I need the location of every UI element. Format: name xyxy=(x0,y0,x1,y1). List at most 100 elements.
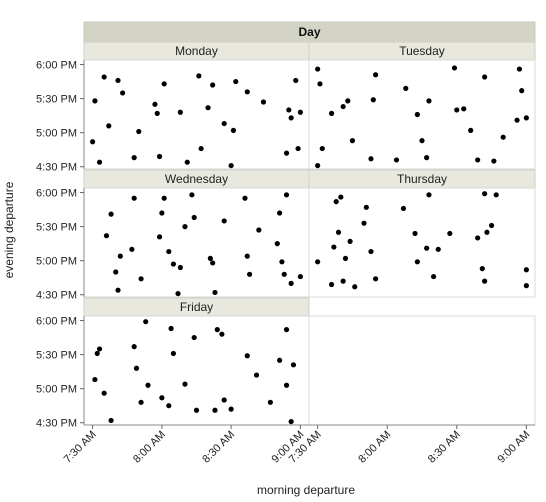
data-point xyxy=(133,365,140,371)
panel-title-friday: Friday xyxy=(180,300,213,314)
data-point xyxy=(484,229,490,235)
data-point xyxy=(90,139,96,145)
data-point xyxy=(288,418,294,425)
data-point xyxy=(207,255,213,261)
data-point xyxy=(182,224,188,230)
data-point xyxy=(246,271,253,277)
data-point xyxy=(221,397,227,403)
data-point xyxy=(108,211,114,217)
data-point xyxy=(96,346,103,352)
data-point xyxy=(283,327,290,333)
data-point xyxy=(523,115,529,121)
data-point xyxy=(315,66,321,72)
data-point xyxy=(447,230,453,237)
data-point xyxy=(288,280,294,286)
data-point xyxy=(414,111,420,118)
data-point xyxy=(370,97,376,103)
data-point xyxy=(175,290,181,297)
data-point xyxy=(283,150,290,156)
data-point xyxy=(166,248,172,255)
panel-frame-thursday xyxy=(308,187,536,298)
panel-title-monday: Monday xyxy=(175,44,218,58)
data-point xyxy=(113,269,119,275)
data-point xyxy=(454,107,460,113)
data-point xyxy=(191,334,197,341)
data-point xyxy=(283,192,290,198)
series-wednesday xyxy=(103,192,303,297)
data-point xyxy=(161,195,167,201)
data-point xyxy=(196,73,202,79)
data-point xyxy=(108,417,114,424)
series-thursday xyxy=(315,191,529,290)
y-tick-label: 5:30 PM xyxy=(36,222,77,234)
data-point xyxy=(253,372,260,378)
y-tick-label: 5:00 PM xyxy=(36,256,77,268)
data-point xyxy=(331,244,337,250)
data-point xyxy=(426,192,432,198)
data-point xyxy=(293,77,299,84)
data-point xyxy=(156,153,163,160)
data-point xyxy=(184,159,190,165)
data-point xyxy=(479,266,485,272)
data-point xyxy=(92,98,98,104)
data-point xyxy=(424,155,430,161)
data-point xyxy=(493,192,499,198)
data-point xyxy=(177,109,183,115)
data-point xyxy=(131,344,137,350)
data-point xyxy=(373,72,379,78)
data-point xyxy=(400,205,407,212)
data-point xyxy=(345,98,351,104)
data-point xyxy=(347,238,353,244)
data-point xyxy=(221,218,227,224)
data-point xyxy=(338,194,344,200)
data-point xyxy=(319,145,325,152)
data-point xyxy=(94,350,100,357)
panel-title-wednesday: Wednesday xyxy=(165,172,228,186)
data-point xyxy=(210,260,216,266)
data-point xyxy=(115,77,121,84)
data-point xyxy=(221,120,227,127)
data-point xyxy=(136,128,142,135)
y-tick-label: 4:30 PM xyxy=(36,290,77,302)
data-point xyxy=(500,134,506,140)
data-point xyxy=(228,406,234,412)
data-point xyxy=(129,246,135,252)
data-point xyxy=(210,82,216,88)
data-point xyxy=(274,241,280,247)
data-point xyxy=(403,85,409,91)
y-axis-title: evening departure xyxy=(2,181,16,278)
data-point xyxy=(295,145,301,152)
data-point xyxy=(340,278,346,284)
panel-frame-tuesday xyxy=(308,59,536,170)
data-point xyxy=(166,403,172,409)
data-point xyxy=(519,88,525,94)
data-point xyxy=(212,407,218,413)
y-tick-label: 4:30 PM xyxy=(36,162,77,174)
data-point xyxy=(297,109,303,115)
data-point xyxy=(317,81,323,87)
data-point xyxy=(244,89,250,95)
data-point xyxy=(424,245,430,251)
data-point xyxy=(435,246,441,252)
data-point xyxy=(475,235,481,241)
data-point xyxy=(315,259,321,265)
data-point xyxy=(328,281,335,288)
data-point xyxy=(523,267,529,273)
data-point xyxy=(414,259,420,265)
data-point xyxy=(96,159,103,165)
data-point xyxy=(131,155,137,161)
data-point xyxy=(277,210,283,216)
data-point xyxy=(328,110,335,116)
data-point xyxy=(419,138,425,144)
data-point xyxy=(115,287,121,293)
data-point xyxy=(159,395,165,401)
data-point xyxy=(92,376,98,383)
data-point xyxy=(177,264,183,271)
data-point xyxy=(363,204,369,210)
data-point xyxy=(286,107,292,113)
y-tick-label: 6:00 PM xyxy=(36,316,77,328)
data-point xyxy=(170,261,177,267)
data-point xyxy=(288,115,294,121)
data-point xyxy=(297,273,303,280)
data-point xyxy=(131,195,137,201)
